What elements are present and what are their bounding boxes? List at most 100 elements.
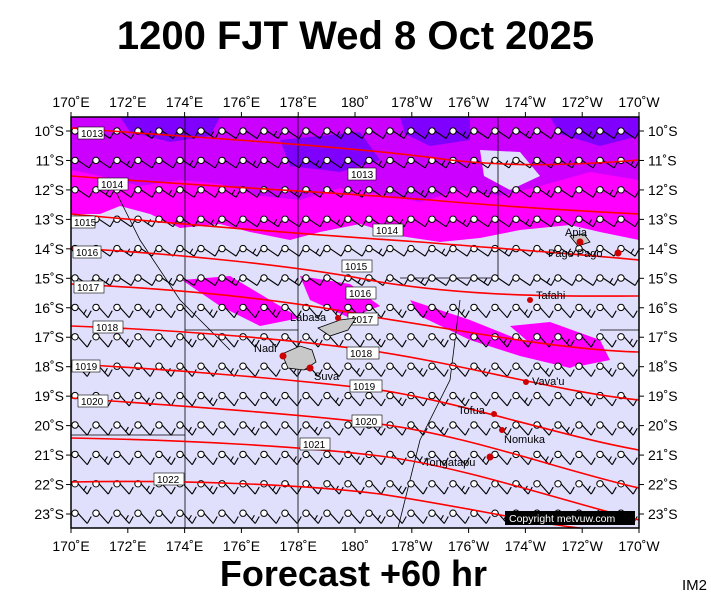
lat-labels-left: 10˚S 11˚S 12˚S 13˚S 14˚S 15˚S 16˚S 17˚S 18˚S 19˚S… <box>34 123 64 522</box>
lat-label-right: 17˚S <box>648 329 678 345</box>
svg-text:1022: 1022 <box>157 475 180 486</box>
isobar-label-1020b: 1020 <box>351 414 383 428</box>
lon-label: 172˚W <box>562 538 604 554</box>
lat-label-right: 14˚S <box>648 241 678 257</box>
svg-text:1020: 1020 <box>355 417 378 428</box>
wind-barb <box>260 274 283 286</box>
lat-label-right: 11˚S <box>648 152 677 168</box>
wind-barb <box>281 156 304 169</box>
wind-barb <box>533 186 556 198</box>
wind-barb <box>386 450 407 466</box>
wind-barb <box>197 303 218 319</box>
viti-levu <box>281 345 317 371</box>
svg-text:1019: 1019 <box>75 362 98 373</box>
copyright-text: Copyright metvuw.com <box>509 513 615 525</box>
isobar-label-1014a: 1014 <box>97 177 129 191</box>
wind-barb <box>554 274 577 286</box>
wind-barb <box>575 362 596 377</box>
isobar-label-1022: 1022 <box>153 472 185 486</box>
lon-label: 180˚ <box>341 94 369 110</box>
wind-barb <box>113 156 136 169</box>
wind-barb <box>260 215 283 228</box>
wind-barb <box>323 362 344 377</box>
wind-barb <box>491 362 512 377</box>
forecast-text: Forecast +60 hr <box>219 553 488 594</box>
svg-text:1016: 1016 <box>349 289 372 300</box>
wind-barbs <box>71 127 640 524</box>
boundary-line-west <box>109 179 231 351</box>
wind-barb <box>92 274 115 286</box>
wind-barb <box>428 509 449 524</box>
wind-barb <box>281 391 302 407</box>
wind-barb <box>386 186 409 198</box>
place-tafahi: Tafahi <box>536 290 565 302</box>
isobar-label-1020a: 1020 <box>77 394 109 408</box>
svg-text:1013: 1013 <box>351 170 374 181</box>
islands <box>281 233 591 371</box>
wind-barb <box>575 244 598 257</box>
tongatapu-dot <box>486 453 494 461</box>
lat-labels-right: 10˚S 11˚S 12˚S 13˚S 14˚S 15˚S 16˚S 17˚S 18˚S 19˚S… <box>648 123 678 522</box>
wind-barb <box>407 391 428 407</box>
wind-barb <box>134 509 155 524</box>
wind-barb <box>554 450 575 466</box>
wind-barb <box>71 303 92 319</box>
wind-barb <box>239 303 260 319</box>
wind-barb <box>512 391 533 407</box>
wind-barb <box>512 421 533 436</box>
labasa-dot <box>335 315 341 321</box>
wind-barb <box>554 215 577 228</box>
wind-barb <box>512 333 533 348</box>
svg-text:1018: 1018 <box>350 349 373 360</box>
wind-barb <box>344 391 365 407</box>
lat-label-right: 20˚S <box>648 418 678 434</box>
wind-barb <box>113 303 134 319</box>
wind-barb <box>260 391 281 407</box>
wind-barb <box>386 333 407 348</box>
wind-barb <box>470 186 493 198</box>
wind-barb <box>386 244 409 257</box>
place-nomuka: Nomuka <box>504 434 546 446</box>
wind-barb <box>428 391 449 407</box>
wind-barb <box>92 333 113 348</box>
lat-label-right: 19˚S <box>648 388 678 404</box>
wind-barb <box>71 421 92 436</box>
wind-barb <box>470 127 493 139</box>
isobar-1018-line <box>70 325 640 401</box>
wind-barb <box>449 509 470 524</box>
wind-barb <box>134 391 155 407</box>
wind-barb <box>449 480 470 495</box>
wind-barb <box>596 421 617 436</box>
axis-ticks <box>66 112 644 533</box>
wind-barb <box>344 509 365 524</box>
wind-barb <box>239 274 262 286</box>
place-pago-pago: Pago Pago <box>548 248 602 260</box>
wind-barb <box>113 450 134 466</box>
wind-barb <box>449 127 472 139</box>
lon-label: 178˚E <box>280 94 317 110</box>
isobar-label-1018b: 1018 <box>346 346 380 360</box>
wind-barb <box>512 215 535 228</box>
wind-barb <box>428 450 449 466</box>
nomuka-dot <box>499 427 505 433</box>
wind-barb <box>344 244 367 257</box>
wind-barb <box>260 303 281 319</box>
wind-barb <box>407 480 428 495</box>
lat-label-left: 15˚S <box>34 270 64 286</box>
lon-labels-bottom: 170˚E 172˚E 174˚E 176˚E 178˚E 180˚ 178˚W 176˚W 1… <box>52 538 660 554</box>
vavau-dot <box>523 379 529 385</box>
svg-text:1018: 1018 <box>96 323 119 334</box>
wind-barb <box>155 156 178 169</box>
wind-barb <box>470 274 493 286</box>
wind-barb <box>428 333 449 348</box>
wind-barb <box>470 509 491 524</box>
wind-barb <box>596 362 617 377</box>
wind-barb <box>449 215 472 228</box>
wind-barb <box>176 509 197 524</box>
wind-barb <box>407 303 428 319</box>
product-tag: IM2 <box>681 577 707 594</box>
place-suva: Suva <box>314 371 340 383</box>
wind-barb <box>281 274 304 286</box>
lat-label-left: 16˚S <box>34 300 64 316</box>
isobar-label-1017a: 1017 <box>73 280 105 294</box>
